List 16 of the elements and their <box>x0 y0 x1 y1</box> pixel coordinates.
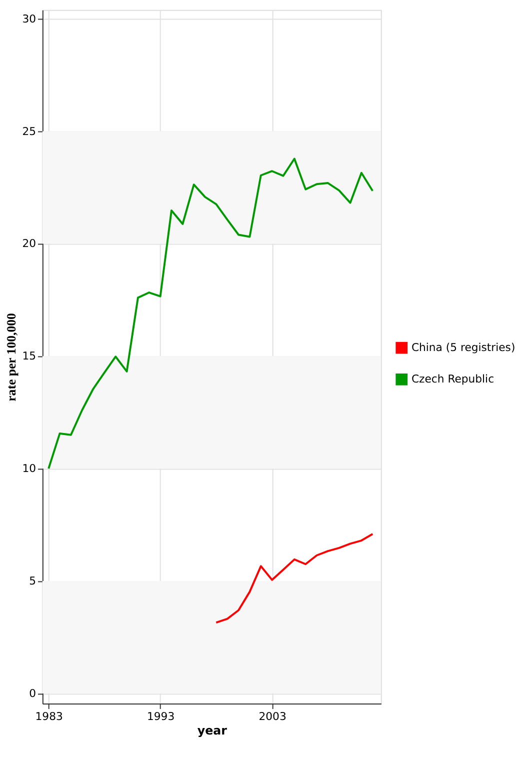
y-tick-label: 25 <box>22 124 36 138</box>
x-tick-label: 1983 <box>35 710 63 723</box>
y-tick-label: 30 <box>22 12 36 26</box>
y-tick-label: 0 <box>29 686 36 700</box>
x-tick-label: 2003 <box>258 710 286 723</box>
legend-label: Czech Republic <box>411 372 494 386</box>
y-tick-label: 15 <box>22 350 36 363</box>
y-tick-label: 20 <box>22 237 36 250</box>
y-tick-label: 10 <box>22 462 36 476</box>
legend-label: China (5 registries) <box>411 340 516 354</box>
y-axis-title: rate per 100,000 <box>4 313 18 402</box>
y-tick-label: 5 <box>29 574 36 588</box>
line-series <box>215 533 374 624</box>
x-axis-title: year <box>197 724 228 738</box>
line-series <box>48 158 374 470</box>
x-tick-label: 1993 <box>147 710 175 723</box>
